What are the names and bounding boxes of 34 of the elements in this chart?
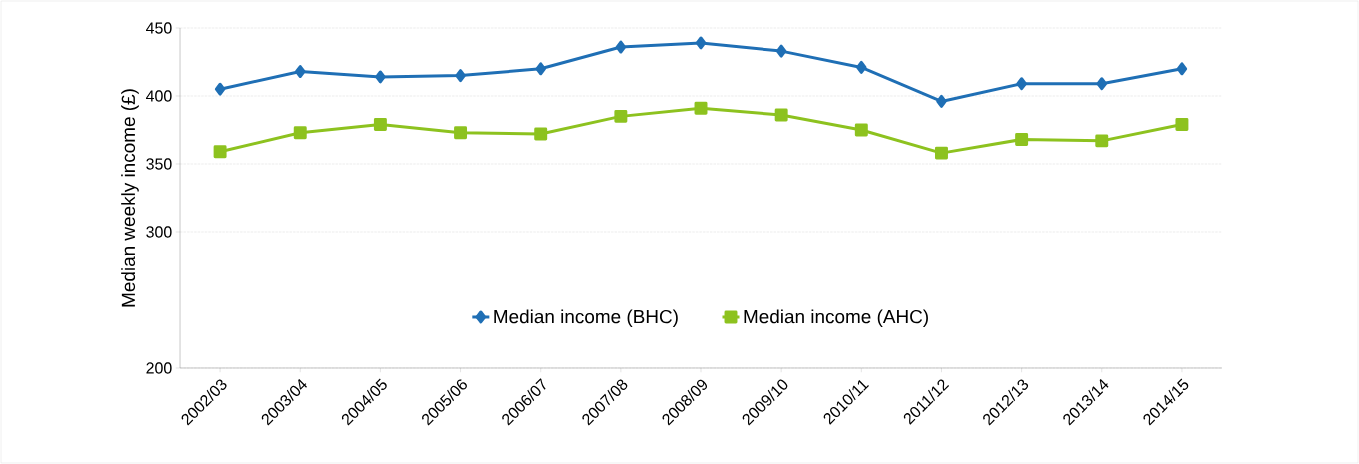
point <box>293 126 307 140</box>
point <box>936 94 947 108</box>
point <box>854 123 868 137</box>
legend-label: Median income (BHC) <box>494 309 678 328</box>
legend-label: Median income (AHC) <box>744 309 928 328</box>
y-tick-label: 200 <box>146 362 172 374</box>
y-tick-label: 300 <box>146 226 172 238</box>
point <box>213 145 227 159</box>
point <box>375 70 386 84</box>
y-tick-label: 400 <box>146 90 172 102</box>
point <box>694 101 708 115</box>
point <box>695 36 707 50</box>
point <box>373 118 387 132</box>
point <box>775 44 787 58</box>
point <box>1175 118 1189 132</box>
point <box>1095 134 1109 148</box>
point <box>455 69 466 83</box>
point <box>214 82 226 96</box>
y-tick-label: 350 <box>146 158 172 170</box>
point <box>535 62 546 76</box>
y-axis-title: Median weekly income (£) <box>121 89 139 307</box>
point <box>454 126 468 140</box>
point <box>856 60 867 74</box>
point <box>295 65 306 78</box>
point <box>1096 77 1108 91</box>
point <box>1176 62 1188 76</box>
point <box>934 146 948 160</box>
y-tick-label: 450 <box>146 22 172 34</box>
point <box>614 109 628 123</box>
point <box>774 108 788 122</box>
point <box>615 40 627 54</box>
point <box>1015 133 1029 146</box>
point <box>534 127 548 141</box>
point <box>1016 77 1027 91</box>
